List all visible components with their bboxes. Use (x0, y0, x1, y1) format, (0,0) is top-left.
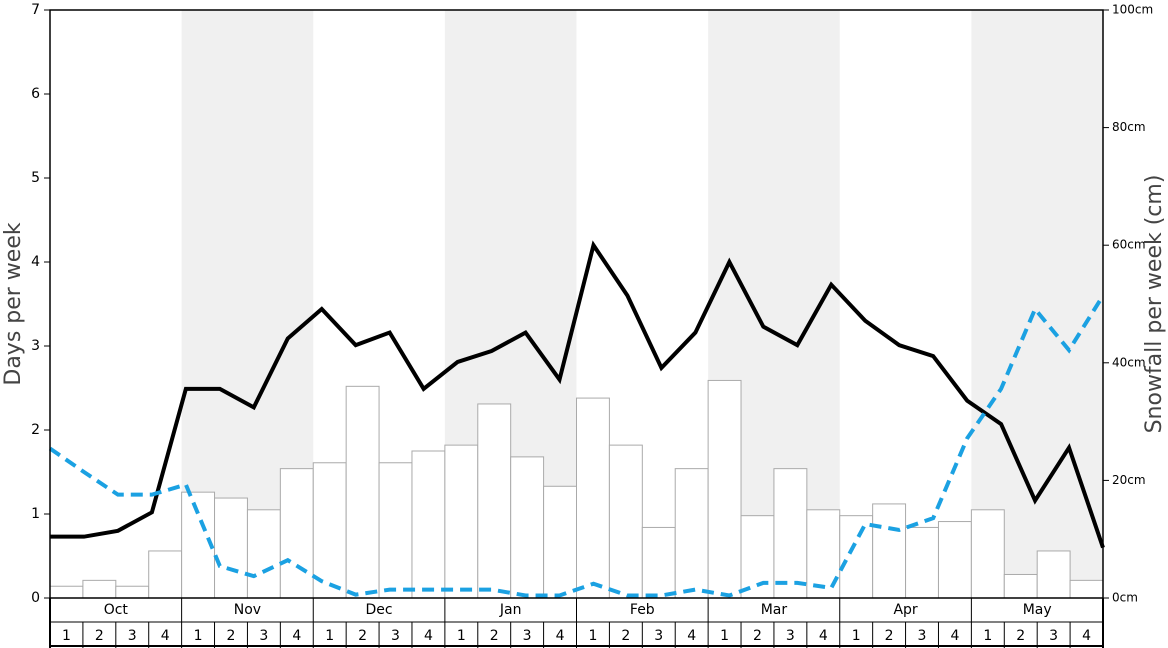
y-axis-label: Days per week (1, 222, 26, 385)
bar (576, 397, 610, 599)
week-label: 1 (588, 628, 597, 644)
bar (1003, 573, 1038, 599)
line (48, 294, 1105, 598)
week-label: 2 (490, 628, 499, 644)
bar (214, 497, 248, 599)
week-label: 3 (654, 628, 663, 644)
week-label: 1 (457, 628, 466, 644)
bar (148, 550, 183, 599)
bar (608, 444, 643, 599)
bar (477, 403, 512, 599)
week-label: 3 (523, 628, 532, 644)
bar (1069, 579, 1104, 599)
bar (49, 585, 84, 599)
week-label: 3 (128, 628, 137, 644)
y-tick-label: 0 (31, 590, 40, 606)
y-tick-label: 5 (31, 170, 40, 186)
y-tick-label: 3 (31, 338, 40, 354)
line (50, 240, 1105, 549)
week-label: 2 (753, 628, 762, 644)
bar (444, 444, 479, 599)
y-tick-label: 7 (31, 2, 40, 18)
y-tick-label: 2 (31, 422, 40, 438)
y2-tick-label: 0cm (1112, 591, 1138, 605)
bar (378, 462, 413, 599)
bar (773, 468, 808, 599)
month-label: Apr (893, 602, 917, 618)
bar (510, 456, 545, 599)
y-tick-label: 1 (31, 506, 40, 522)
month-label: May (1023, 602, 1052, 618)
bar (312, 462, 347, 599)
y2-tick-label: 20cm (1112, 473, 1146, 487)
bar (872, 503, 907, 599)
week-label: 4 (950, 628, 959, 644)
week-label: 3 (391, 628, 400, 644)
week-label: 4 (687, 628, 696, 644)
week-label: 3 (918, 628, 927, 644)
bar (905, 526, 939, 599)
bar (970, 509, 1005, 599)
week-label: 1 (194, 628, 203, 644)
bar (937, 521, 972, 599)
y2-axis-label: Snowfall per week (cm) (1142, 175, 1167, 434)
week-label: 2 (621, 628, 630, 644)
week-label: 2 (227, 628, 236, 644)
week-label: 1 (325, 628, 334, 644)
week-label: 4 (424, 628, 433, 644)
week-label: 2 (358, 628, 367, 644)
month-label: Jan (499, 602, 522, 618)
week-label: 4 (556, 628, 565, 644)
bar (82, 579, 117, 599)
week-label: 3 (786, 628, 795, 644)
week-label: 4 (819, 628, 828, 644)
week-label: 1 (852, 628, 861, 644)
month-label: Dec (366, 602, 393, 618)
week-label: 1 (720, 628, 729, 644)
week-label: 2 (95, 628, 104, 644)
month-label: Nov (234, 602, 261, 618)
y2-tick-label: 60cm (1112, 238, 1146, 252)
bar (345, 385, 380, 599)
bar (674, 468, 709, 599)
week-label: 3 (1049, 628, 1058, 644)
bar (411, 450, 446, 599)
y-tick-label: 4 (31, 254, 40, 270)
y-tick-label: 6 (31, 86, 40, 102)
week-label: 4 (1082, 628, 1091, 644)
y2-tick-label: 80cm (1112, 120, 1146, 134)
week-label: 4 (161, 628, 170, 644)
week-label: 1 (983, 628, 992, 644)
bar (246, 509, 281, 599)
month-label: Mar (761, 602, 788, 618)
week-label: 1 (62, 628, 71, 644)
y2-tick-label: 100cm (1112, 3, 1153, 17)
week-label: 3 (259, 628, 268, 644)
week-label: 2 (885, 628, 894, 644)
week-label: 4 (292, 628, 301, 644)
bar (707, 379, 742, 599)
y2-tick-label: 40cm (1112, 355, 1146, 369)
bar (543, 485, 577, 599)
week-label: 2 (1016, 628, 1025, 644)
month-label: Feb (630, 602, 655, 618)
bar (1036, 550, 1071, 599)
bar (279, 468, 314, 599)
month-label: Oct (104, 602, 129, 618)
bar (839, 515, 874, 599)
bar (115, 585, 150, 599)
bar (641, 526, 676, 599)
